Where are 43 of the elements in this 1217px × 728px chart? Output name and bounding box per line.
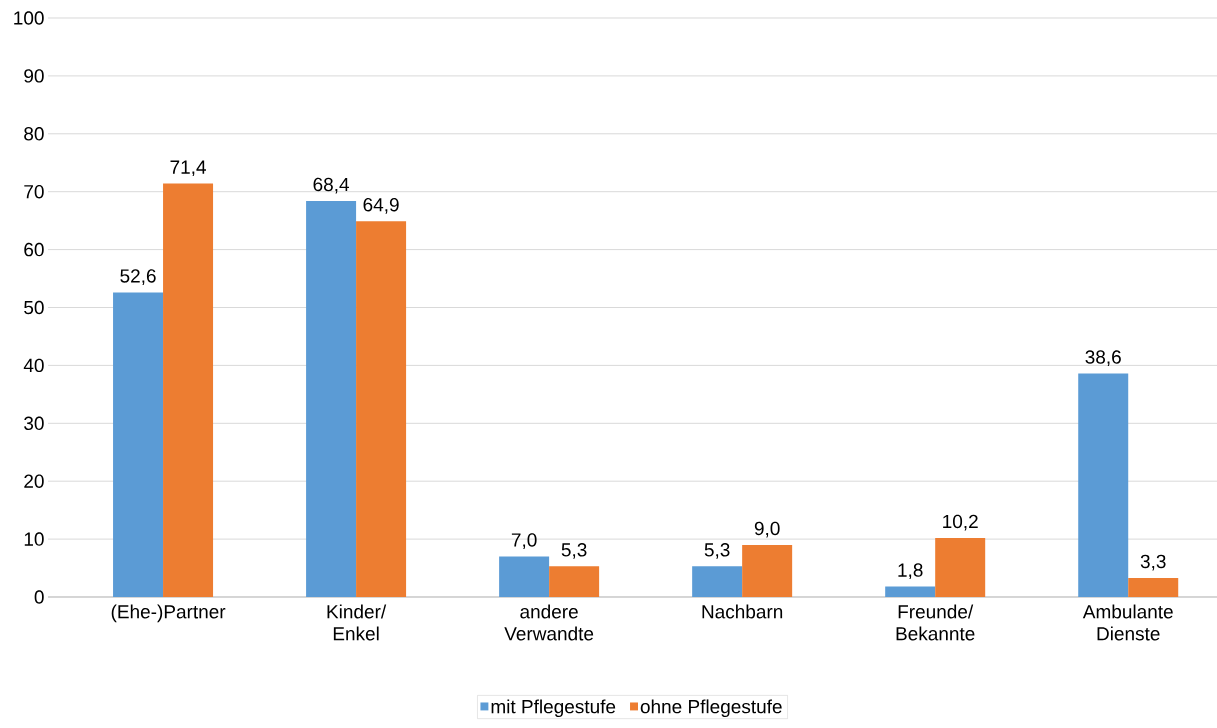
y-tick-label: 30 bbox=[24, 416, 44, 431]
data-label: 52,6 bbox=[120, 269, 156, 285]
y-tick-label: 90 bbox=[24, 69, 44, 83]
x-tick-label: andere Verwandte bbox=[504, 604, 594, 641]
data-label: 3,3 bbox=[1140, 554, 1166, 571]
x-tick-label: Nachbarn bbox=[702, 604, 783, 619]
legend-label: mit Pflegestufe bbox=[491, 699, 616, 718]
x-tick-label: Freunde/ Bekannte bbox=[896, 604, 975, 641]
bar bbox=[885, 586, 936, 597]
bar bbox=[113, 292, 164, 597]
bar bbox=[499, 556, 550, 597]
data-label: 5,3 bbox=[704, 543, 730, 559]
data-label: 64,9 bbox=[363, 198, 399, 214]
bar bbox=[163, 183, 214, 597]
bar bbox=[1078, 373, 1129, 597]
x-tick-label: Ambulante Dienste bbox=[1082, 604, 1173, 641]
y-tick-label: 20 bbox=[24, 474, 44, 488]
bar bbox=[549, 566, 600, 597]
data-label: 9,0 bbox=[754, 521, 780, 538]
data-label: 71,4 bbox=[170, 160, 206, 177]
y-tick-label: 10 bbox=[24, 532, 44, 546]
y-tick-label: 70 bbox=[24, 184, 44, 199]
x-tick-label: (Ehe-)Partner bbox=[111, 604, 226, 623]
data-label: 38,6 bbox=[1085, 350, 1121, 366]
bar bbox=[692, 566, 743, 597]
y-tick-label: 0 bbox=[34, 590, 44, 604]
data-label: 7,0 bbox=[511, 533, 537, 549]
y-tick-label: 80 bbox=[24, 127, 44, 141]
y-tick-label: 100 bbox=[14, 11, 44, 25]
data-label: 5,3 bbox=[561, 543, 587, 559]
y-tick-label: 60 bbox=[24, 242, 44, 257]
bar bbox=[742, 544, 793, 597]
y-tick-label: 50 bbox=[24, 300, 44, 315]
bar bbox=[306, 200, 357, 597]
x-tick-label: Kinder/ Enkel bbox=[327, 604, 387, 641]
data-label: 68,4 bbox=[313, 177, 350, 194]
bar bbox=[935, 537, 986, 597]
data-label: 1,8 bbox=[898, 563, 923, 580]
bar bbox=[356, 221, 407, 597]
bar bbox=[1128, 577, 1179, 597]
y-tick-label: 40 bbox=[23, 358, 44, 373]
data-label: 10,2 bbox=[943, 514, 978, 531]
legend-label: ohne Pflegestufe bbox=[640, 699, 782, 718]
